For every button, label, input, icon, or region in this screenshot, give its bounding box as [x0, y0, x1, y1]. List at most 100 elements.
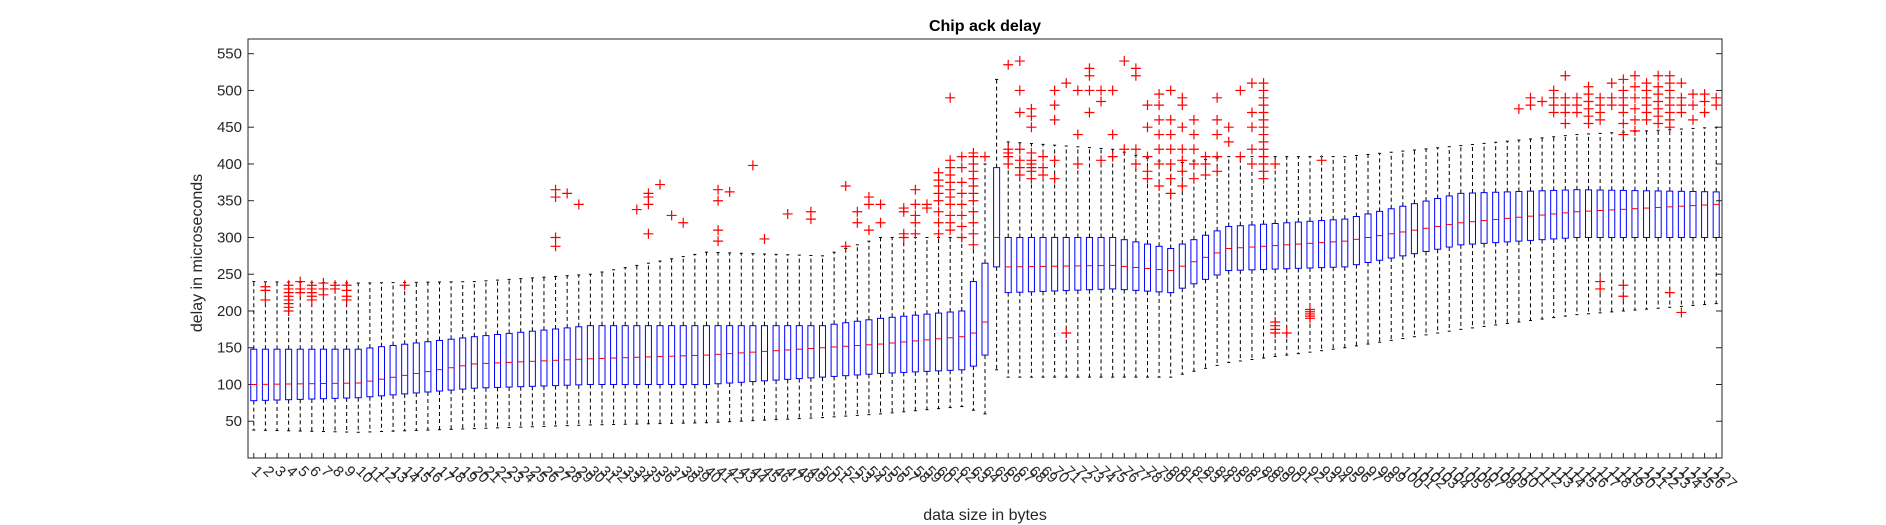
box [401, 343, 409, 395]
outlier-marker [1154, 158, 1165, 169]
box [1480, 192, 1488, 244]
outlier-marker [1119, 144, 1130, 155]
outlier-marker [1513, 103, 1524, 114]
box [1503, 191, 1511, 243]
outlier-marker [1537, 96, 1548, 107]
box [1074, 236, 1082, 291]
outlier-marker [724, 186, 735, 197]
box [1434, 198, 1442, 250]
y-tick-label: 300 [217, 229, 242, 246]
outlier-marker [1200, 169, 1211, 180]
outlier-marker [1026, 147, 1037, 158]
outlier-marker [1595, 276, 1606, 287]
outlier-marker [1606, 92, 1617, 103]
box [668, 325, 676, 385]
outlier-marker [1154, 144, 1165, 155]
outlier-marker [1711, 92, 1722, 103]
outlier-marker [1687, 89, 1698, 100]
box [656, 325, 664, 385]
outlier-marker [1676, 307, 1687, 318]
outlier-marker [1653, 81, 1664, 92]
box [1677, 190, 1685, 238]
outlier-marker [1618, 291, 1629, 302]
box [1097, 236, 1105, 290]
outlier-marker [1200, 151, 1211, 162]
outlier-marker [956, 232, 967, 243]
outlier-marker [666, 210, 677, 221]
box [1004, 236, 1012, 294]
outlier-marker [910, 210, 921, 221]
outlier-marker [1525, 92, 1536, 103]
box [1561, 189, 1569, 239]
outlier-marker [1107, 151, 1118, 162]
outlier-marker [1177, 122, 1188, 133]
outlier-marker [1246, 107, 1257, 118]
box [1271, 223, 1279, 270]
outlier-marker [318, 278, 329, 289]
box [900, 315, 908, 373]
outlier-marker [782, 208, 793, 219]
outlier-marker [956, 188, 967, 199]
outlier-marker [1212, 114, 1223, 125]
outlier-marker [306, 280, 317, 291]
box [1643, 190, 1651, 238]
outlier-marker [863, 192, 874, 203]
box [1410, 203, 1418, 255]
box [911, 314, 919, 373]
outlier-marker [295, 276, 306, 287]
outlier-marker [1014, 144, 1025, 155]
outlier-marker [1096, 155, 1107, 166]
box [1120, 239, 1128, 291]
outlier-marker [713, 225, 724, 236]
box [993, 167, 1001, 268]
outlier-marker [1629, 114, 1640, 125]
outlier-marker [1014, 107, 1025, 118]
outlier-marker [1304, 304, 1315, 315]
outlier-marker [933, 206, 944, 217]
box [482, 335, 490, 389]
y-tick-label: 50 [225, 413, 242, 430]
outlier-marker [1618, 129, 1629, 140]
outlier-marker [330, 280, 341, 291]
plot-area: 5010015020025030035040045050055012345678… [217, 46, 1740, 493]
outlier-marker [1212, 166, 1223, 177]
box [1585, 189, 1593, 238]
outlier-marker [898, 228, 909, 239]
box [1260, 223, 1268, 270]
box [1132, 241, 1140, 291]
outlier-marker [260, 281, 271, 292]
outlier-marker [933, 167, 944, 178]
outlier-marker [1664, 70, 1675, 81]
outlier-marker [713, 184, 724, 195]
outlier-marker [1026, 122, 1037, 133]
box [1318, 220, 1326, 269]
box [1364, 213, 1372, 263]
box [447, 338, 455, 391]
outlier-marker [1072, 158, 1083, 169]
outlier-marker [573, 199, 584, 210]
box [319, 348, 327, 400]
outlier-marker [1246, 144, 1257, 155]
outlier-marker [1049, 114, 1060, 125]
outlier-marker [1154, 114, 1165, 125]
outlier-marker [399, 280, 410, 291]
outlier-marker [1165, 158, 1176, 169]
outlier-marker [840, 181, 851, 192]
box [389, 344, 397, 396]
outlier-marker [1003, 59, 1014, 70]
box [528, 330, 536, 387]
box [470, 336, 478, 389]
box [412, 342, 420, 394]
box [424, 341, 432, 393]
outlier-marker [1107, 85, 1118, 96]
outlier-marker [1188, 144, 1199, 155]
box [1573, 189, 1581, 238]
outlier-marker [968, 239, 979, 250]
outlier-marker [1188, 129, 1199, 140]
box [331, 348, 339, 399]
box [296, 348, 304, 400]
y-tick-label: 250 [217, 266, 242, 283]
box [1062, 236, 1070, 292]
outlier-marker [1165, 188, 1176, 199]
